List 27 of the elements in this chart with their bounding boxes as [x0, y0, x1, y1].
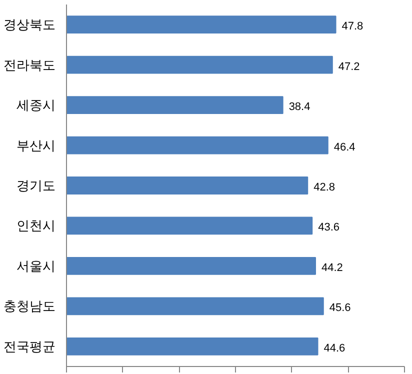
- data-label: 38.4: [288, 101, 310, 114]
- data-label: 42.8: [314, 182, 336, 194]
- data-label: 43.6: [318, 222, 340, 234]
- y-tick-label: 전국평균: [4, 338, 56, 354]
- bar: [66, 216, 313, 235]
- bar: [66, 16, 336, 34]
- bar: [66, 176, 308, 194]
- y-tick-label: 경기도: [16, 178, 56, 193]
- data-label: 47.8: [342, 20, 364, 33]
- y-tick-label: 세종시: [16, 98, 56, 113]
- data-label: 47.2: [338, 60, 360, 73]
- y-tick-label: 경상북도: [4, 17, 56, 32]
- y-tick-label: 인천시: [16, 218, 56, 234]
- y-tick-label: 부산시: [16, 138, 56, 153]
- y-tick-label: 서울시: [16, 258, 56, 274]
- bar: [66, 257, 316, 275]
- data-label: 45.6: [329, 302, 351, 314]
- bar: [66, 136, 328, 154]
- y-tick-label: 충청남도: [4, 298, 56, 314]
- bar: [66, 337, 318, 356]
- data-label: 44.2: [321, 262, 343, 274]
- bar: [66, 96, 284, 114]
- bar: [66, 56, 333, 74]
- data-label: 44.6: [324, 342, 346, 354]
- y-tick-label: 전라북도: [4, 57, 56, 72]
- bar: [66, 297, 324, 316]
- data-label: 46.4: [334, 141, 356, 154]
